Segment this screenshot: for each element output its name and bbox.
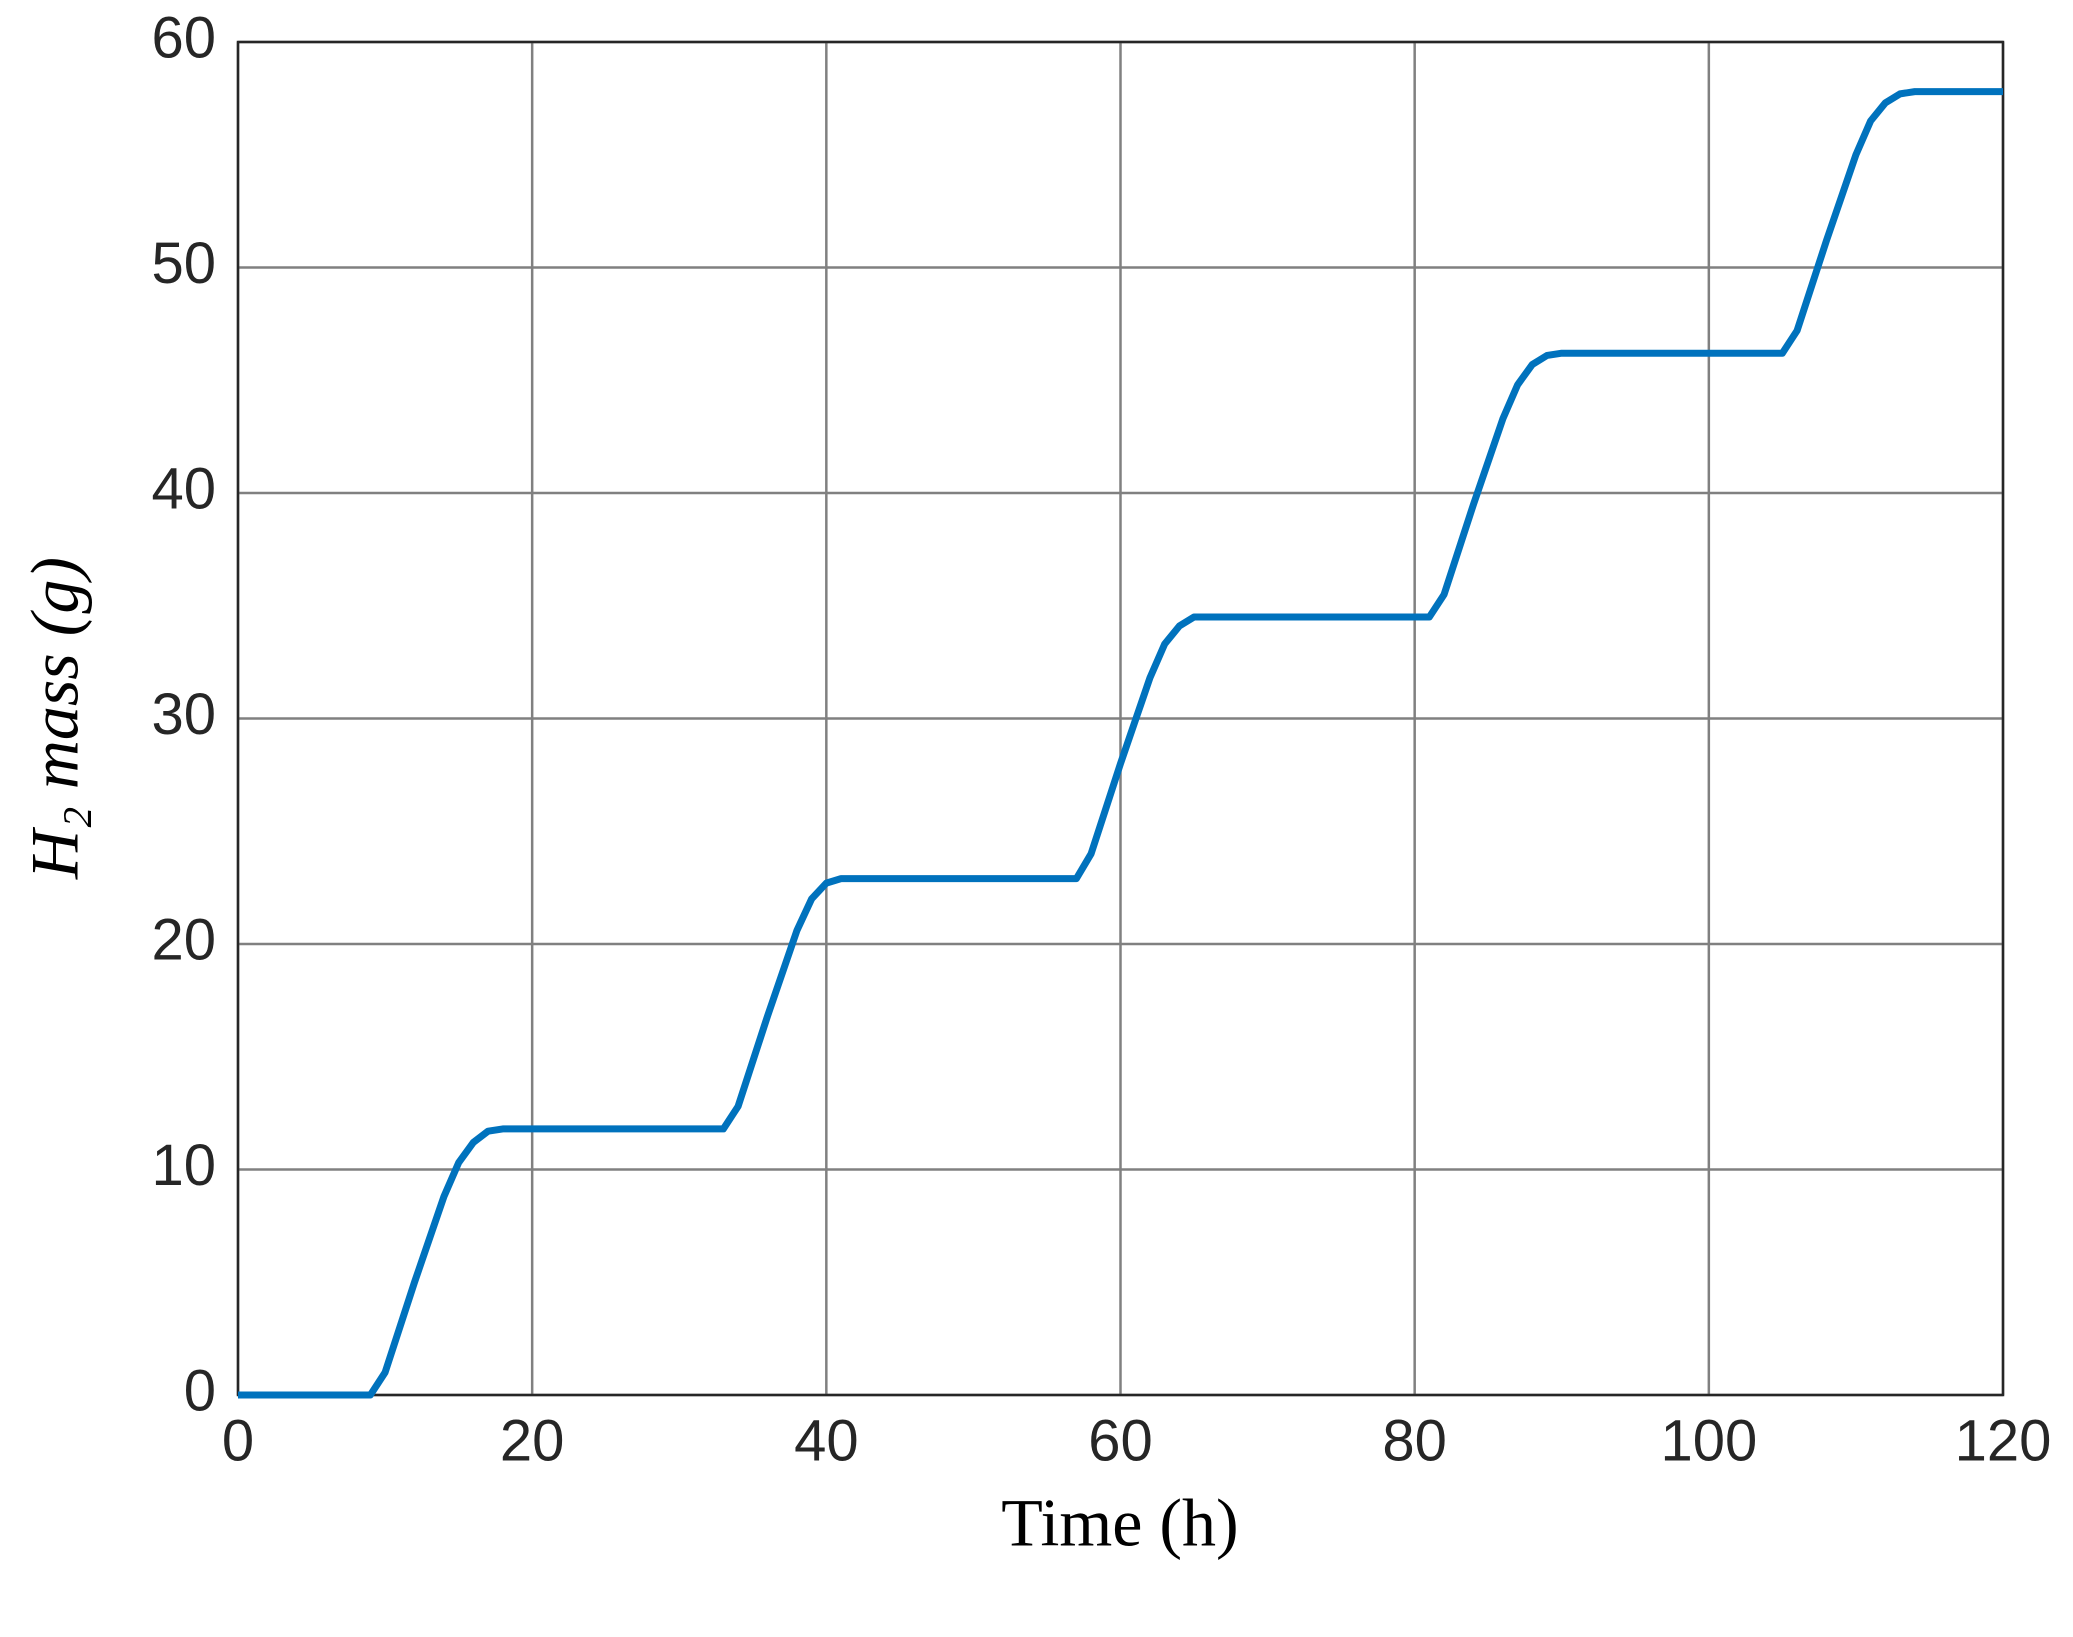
data-line <box>238 88 2003 1399</box>
x-tick-label: 20 <box>500 1408 565 1473</box>
x-tick-label: 120 <box>1955 1408 2052 1473</box>
y-tick-label: 20 <box>151 907 216 972</box>
x-tick-label: 60 <box>1088 1408 1153 1473</box>
y-tick-label: 40 <box>151 456 216 521</box>
x-tick-label: 0 <box>222 1408 254 1473</box>
y-axis-label: H₂ mass (g) <box>17 557 93 880</box>
y-tick-label: 60 <box>151 5 216 70</box>
y-tick-label: 30 <box>151 682 216 747</box>
x-axis-label: Time (h) <box>1001 1485 1238 1561</box>
y-tick-label: 50 <box>151 231 216 296</box>
y-tick-label: 10 <box>151 1133 216 1198</box>
x-tick-label: 80 <box>1382 1408 1447 1473</box>
y-tick-label: 0 <box>184 1358 216 1423</box>
x-tick-label: 100 <box>1660 1408 1757 1473</box>
axes-box <box>236 40 2005 1397</box>
x-tick-label: 40 <box>794 1408 859 1473</box>
